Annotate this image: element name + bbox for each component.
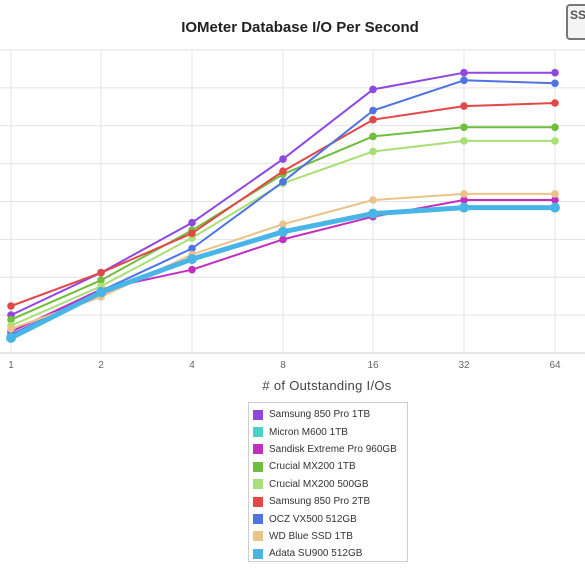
legend-item: OCZ VX500 512GB	[253, 510, 403, 527]
data-point	[96, 287, 106, 298]
data-point	[7, 302, 15, 310]
data-point	[369, 196, 377, 204]
data-point	[97, 268, 105, 277]
legend-swatch	[253, 531, 263, 542]
x-tick-label: 64	[549, 360, 561, 371]
data-point	[551, 68, 559, 77]
data-point	[188, 244, 196, 253]
series-line	[7, 99, 559, 310]
data-point	[188, 265, 196, 274]
x-tick-label: 16	[367, 360, 379, 371]
data-point	[188, 229, 196, 238]
data-point	[460, 196, 468, 204]
data-point	[551, 79, 559, 88]
legend-swatch	[253, 548, 263, 559]
data-point	[369, 106, 377, 115]
data-point	[278, 226, 288, 237]
legend-swatch	[253, 409, 263, 420]
x-tick-label: 8	[280, 360, 286, 371]
legend-label: Crucial MX200 1TB	[269, 461, 356, 473]
data-point	[551, 123, 559, 132]
legend-label: Samsung 850 Pro 1TB	[269, 409, 371, 421]
legend-label: Crucial MX200 500GB	[269, 478, 369, 490]
data-point	[368, 208, 378, 219]
data-point	[187, 254, 197, 265]
legend-label: Sandisk Extreme Pro 960GB	[269, 443, 397, 455]
legend-label: Adata SU900 512GB	[269, 548, 363, 560]
data-point	[550, 202, 560, 213]
data-point	[188, 218, 196, 227]
legend-item: Samsung 850 Pro 2TB	[253, 493, 403, 510]
legend-swatch	[253, 479, 263, 490]
data-point	[279, 220, 287, 228]
legend-item: Crucial MX200 500GB	[253, 476, 403, 493]
series-line	[6, 202, 560, 343]
data-point	[460, 123, 468, 132]
data-point	[551, 137, 559, 145]
legend-item: Crucial MX200 1TB	[253, 458, 403, 475]
legend-swatch	[253, 427, 263, 438]
legend-item: Sandisk Extreme Pro 960GB	[253, 441, 403, 458]
data-point	[369, 115, 377, 124]
data-point	[551, 190, 559, 198]
legend-label: Samsung 850 Pro 2TB	[269, 496, 371, 508]
data-point	[460, 137, 468, 145]
data-point	[97, 276, 105, 285]
data-point	[369, 147, 377, 156]
grid	[0, 49, 585, 354]
legend-item: Micron M600 1TB	[253, 423, 403, 440]
legend-label: WD Blue SSD 1TB	[269, 530, 353, 542]
x-tick-label: 1	[8, 360, 14, 371]
data-point	[460, 190, 468, 198]
chart-title: IOMeter Database I/O Per Second	[181, 19, 419, 36]
data-point	[460, 68, 468, 77]
x-tick-label: 32	[458, 360, 470, 371]
legend-label: OCZ VX500 512GB	[269, 513, 357, 525]
data-point	[369, 132, 377, 141]
logo-icon: SS	[566, 4, 585, 40]
legend: Samsung 850 Pro 1TB Micron M600 1TB Sand…	[248, 402, 408, 562]
data-point	[279, 178, 287, 186]
data-point	[7, 315, 15, 324]
legend-swatch	[253, 461, 263, 472]
series-layer	[6, 68, 560, 343]
legend-item: Samsung 850 Pro 1TB	[253, 406, 403, 423]
data-point	[459, 202, 469, 213]
legend-label: Micron M600 1TB	[269, 426, 348, 438]
data-point	[7, 325, 15, 333]
legend-swatch	[253, 444, 263, 455]
data-point	[551, 196, 559, 204]
data-point	[279, 155, 287, 163]
data-point	[369, 85, 377, 94]
legend-item: WD Blue SSD 1TB	[253, 528, 403, 545]
data-point	[279, 167, 287, 175]
x-tick-labels: 1 2 4 8 16 32 64	[8, 360, 561, 371]
data-point	[6, 332, 16, 343]
data-point	[460, 76, 468, 85]
x-axis-label: # of Outstanding I/Os	[262, 378, 391, 393]
data-point	[551, 99, 559, 107]
data-point	[279, 235, 287, 244]
x-tick-label: 4	[189, 360, 195, 371]
x-tick-label: 2	[98, 360, 104, 371]
legend-swatch	[253, 514, 263, 525]
legend-swatch	[253, 496, 263, 507]
legend-item: Adata SU900 512GB	[253, 545, 403, 562]
data-point	[460, 102, 468, 110]
